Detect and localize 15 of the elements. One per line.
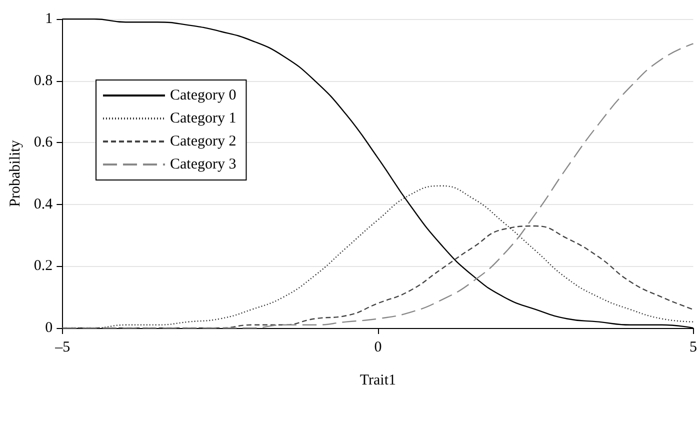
y-tick-label: 0.8 [34, 72, 53, 89]
legend-label: Category 1 [170, 110, 236, 126]
y-tick-label: 0.2 [34, 258, 53, 274]
x-tick-label: 5 [690, 340, 697, 356]
legend-label: Category 2 [170, 134, 236, 150]
y-tick-label: 0.6 [34, 134, 54, 151]
legend-label: Category 3 [170, 156, 236, 172]
y-tick-label: 0 [45, 320, 53, 336]
x-tick-label: –5 [54, 340, 70, 356]
y-axis-title: Probability [8, 140, 24, 207]
x-tick-label: 0 [374, 340, 382, 356]
x-axis-title: Trait1 [360, 372, 396, 388]
legend-label: Category 0 [170, 88, 236, 104]
y-tick-label: 0.4 [34, 196, 54, 212]
y-tick-label: 1 [45, 11, 53, 27]
